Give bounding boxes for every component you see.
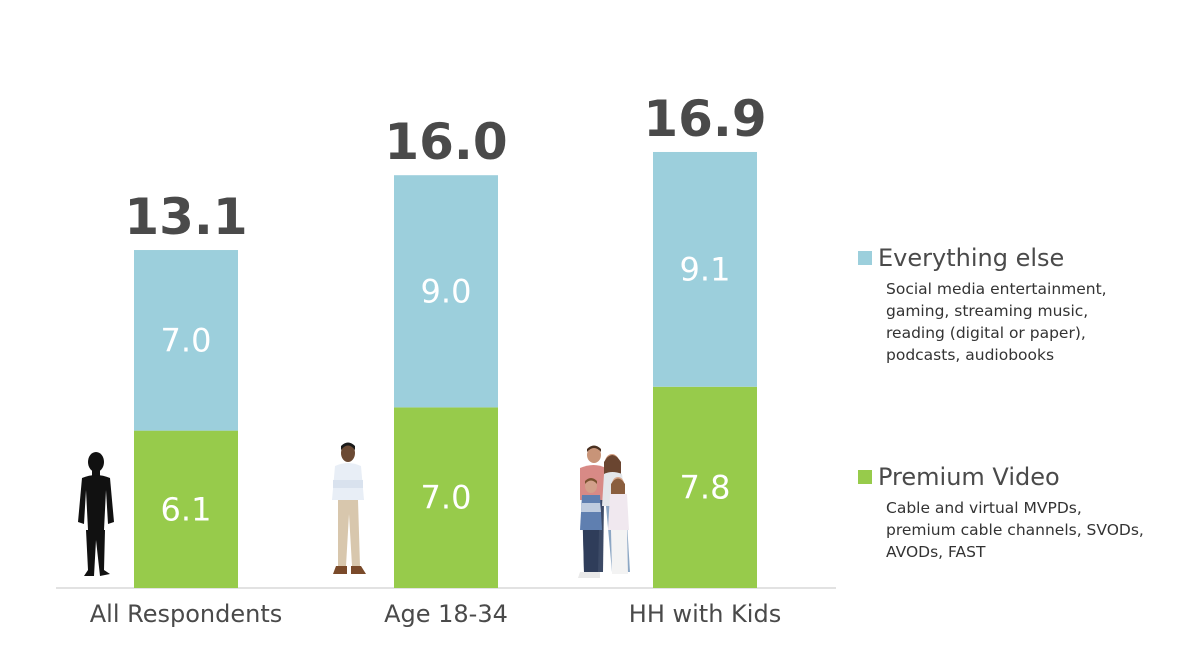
data-label-premium-video-2: 7.0 [421, 479, 472, 517]
legend-title-premium-video: Premium Video [878, 463, 1060, 491]
bar-premium-video-3 [653, 386, 757, 588]
bar-everything-else-2 [394, 175, 498, 408]
category-label-2: Age 18-34 [384, 600, 508, 628]
total-label-2: 16.0 [384, 113, 507, 171]
bar-premium-video-2 [394, 407, 498, 588]
category-label-1: All Respondents [90, 600, 283, 628]
legend-item-everything-else: Everything else Social media entertainme… [858, 244, 1158, 366]
bar-premium-video-1 [134, 430, 238, 588]
legend-item-premium-video: Premium Video Cable and virtual MVPDs, p… [858, 463, 1158, 563]
bar-everything-else-3 [653, 151, 757, 387]
data-label-everything-else-1: 7.0 [161, 321, 212, 359]
family-photo-icon [578, 445, 630, 578]
category-label-3: HH with Kids [629, 600, 781, 628]
legend-swatch-premium-video [858, 470, 872, 484]
young-man-photo-icon [332, 442, 366, 574]
legend-title-everything-else: Everything else [878, 244, 1065, 272]
total-label-1: 13.1 [124, 188, 247, 246]
legend-description-premium-video: Cable and virtual MVPDs, premium cable c… [886, 499, 1144, 561]
data-label-premium-video-1: 6.1 [161, 490, 212, 528]
total-label-3: 16.9 [643, 90, 766, 148]
data-label-everything-else-3: 9.1 [680, 250, 731, 288]
data-label-everything-else-2: 9.0 [421, 272, 472, 310]
legend-swatch-everything-else [858, 251, 872, 265]
person-silhouette-icon [78, 452, 114, 576]
bar-everything-else-1 [134, 250, 238, 431]
data-label-premium-video-3: 7.8 [680, 468, 731, 506]
legend-description-everything-else: Social media entertainment, gaming, stre… [886, 280, 1107, 364]
